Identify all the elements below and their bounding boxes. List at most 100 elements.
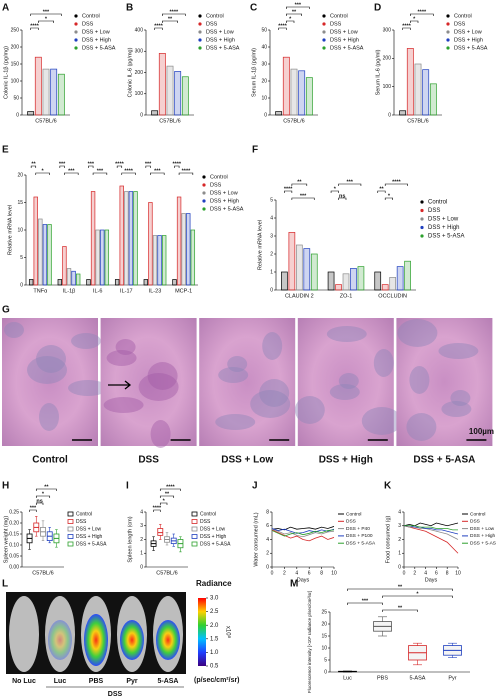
significance-label: ** — [168, 16, 173, 22]
significance-bracket — [410, 13, 434, 16]
significance-label: **** — [402, 23, 411, 29]
bar — [181, 76, 189, 116]
significance-label: * — [42, 491, 45, 497]
y-tick-label: 1 — [270, 269, 273, 275]
legend-swatch — [74, 38, 78, 42]
bar — [33, 196, 38, 286]
imaging-label: Pyr — [126, 678, 138, 685]
tissue-texture — [103, 397, 144, 413]
y-tick-label: 6 — [266, 523, 269, 529]
legend-label: DSS + High — [454, 37, 483, 43]
significance-label: * — [388, 193, 391, 199]
legend-label: Control — [330, 13, 348, 19]
bar — [174, 71, 182, 116]
y-tick-label: 200 — [11, 44, 20, 50]
y-axis-label: Relative mRNA level — [7, 205, 13, 255]
y-tick-label: 0 — [140, 564, 143, 570]
bioluminescence — [48, 620, 72, 660]
bar — [124, 191, 129, 286]
legend-label: Control — [346, 511, 361, 517]
x-tick-label: IL-1β — [63, 288, 76, 294]
legend-swatch — [198, 14, 202, 18]
bar — [90, 191, 96, 286]
y-tick-label: 0 — [140, 112, 143, 118]
tissue-texture — [106, 350, 137, 366]
legend-label: DSS + 5-ASA — [200, 541, 231, 547]
y-tick-label: 3 — [398, 523, 401, 529]
bar — [75, 273, 81, 286]
y-axis-label: Spleen length (cm) — [127, 516, 133, 562]
tissue-texture — [438, 343, 479, 359]
significance-label: *** — [59, 161, 66, 167]
colorbar-tick-label: 3.0 — [210, 596, 219, 602]
legend-label: DSS — [346, 519, 356, 525]
legend-swatch — [420, 217, 424, 221]
y-tick-label: 150 — [11, 61, 20, 67]
legend-label: DSS + High — [200, 534, 226, 540]
legend-label: DSS + High — [210, 198, 239, 204]
significance-label: *** — [68, 168, 75, 174]
x-tick-label: C57BL/6 — [159, 118, 180, 124]
bar — [374, 271, 382, 291]
legend-label: DSS + 5-ASA — [82, 45, 116, 51]
legend-label: DSS + 5-ASA — [346, 540, 376, 546]
imaging-label: PBS — [89, 678, 104, 685]
series-line — [271, 528, 335, 534]
x-tick-label: C57BL/6 — [407, 118, 428, 124]
legend-label: DSS — [330, 21, 342, 27]
significance-label: ** — [398, 605, 403, 611]
y-tick-label: 4 — [270, 215, 273, 221]
y-tick-label: 50 — [13, 95, 19, 101]
colorbar-tick-label: 0.5 — [210, 664, 219, 670]
y-tick-label: 0 — [324, 669, 327, 675]
significance-label: **** — [30, 23, 39, 29]
panel-letter: J — [252, 481, 258, 492]
x-tick-label: 10 — [455, 570, 461, 576]
legend-swatch — [202, 199, 206, 203]
y-tick-label: 20 — [17, 172, 23, 178]
x-tick-label: 2 — [283, 570, 286, 576]
significance-label: **** — [418, 9, 427, 15]
significance-bracket — [35, 495, 51, 498]
y-tick-label: 1 — [398, 551, 401, 557]
x-tick-label: C57BL/6 — [156, 570, 177, 576]
y-tick-label: 0.10 — [9, 542, 19, 548]
legend-swatch — [446, 46, 450, 50]
significance-bracket — [338, 197, 347, 200]
bar — [335, 284, 342, 291]
tissue-texture — [326, 326, 367, 342]
bar — [295, 244, 303, 291]
significance-bracket — [178, 172, 194, 175]
x-axis-label: Days — [297, 577, 310, 583]
x-tick-label: 4 — [295, 570, 298, 576]
significance-label: ** — [44, 484, 49, 490]
significance-label: ns — [36, 498, 42, 504]
y-tick-label: 4 — [398, 509, 401, 515]
bar — [172, 279, 177, 286]
histology-label: DSS + High — [319, 455, 373, 466]
bar — [114, 279, 120, 286]
x-tick-label: 10 — [331, 570, 337, 576]
panel-letter: G — [2, 305, 10, 316]
y-tick-label: 10 — [321, 645, 327, 651]
y-tick-label: 4 — [140, 509, 143, 515]
panel-letter: H — [2, 481, 9, 492]
y-tick-label: 2 — [266, 551, 269, 557]
y-axis-label: Water consumed (mL) — [253, 512, 259, 566]
x-tick-label: IL-23 — [149, 288, 162, 294]
significance-bracket — [338, 183, 362, 186]
x-tick-label: C57BL/6 — [32, 570, 53, 576]
bar — [157, 235, 162, 286]
legend-label: DSS + High — [330, 37, 359, 43]
legend-label: DSS + P40 — [346, 526, 370, 532]
bar — [86, 279, 91, 286]
legend-swatch — [191, 526, 198, 532]
significance-label: ** — [398, 584, 403, 590]
bar — [310, 253, 318, 291]
bar — [57, 73, 65, 116]
tissue-texture — [150, 420, 171, 448]
x-tick-label: OCCLUDIN — [378, 293, 407, 299]
bar — [42, 224, 48, 286]
y-tick-label: 4 — [266, 537, 269, 543]
legend-label: DSS — [470, 519, 480, 525]
